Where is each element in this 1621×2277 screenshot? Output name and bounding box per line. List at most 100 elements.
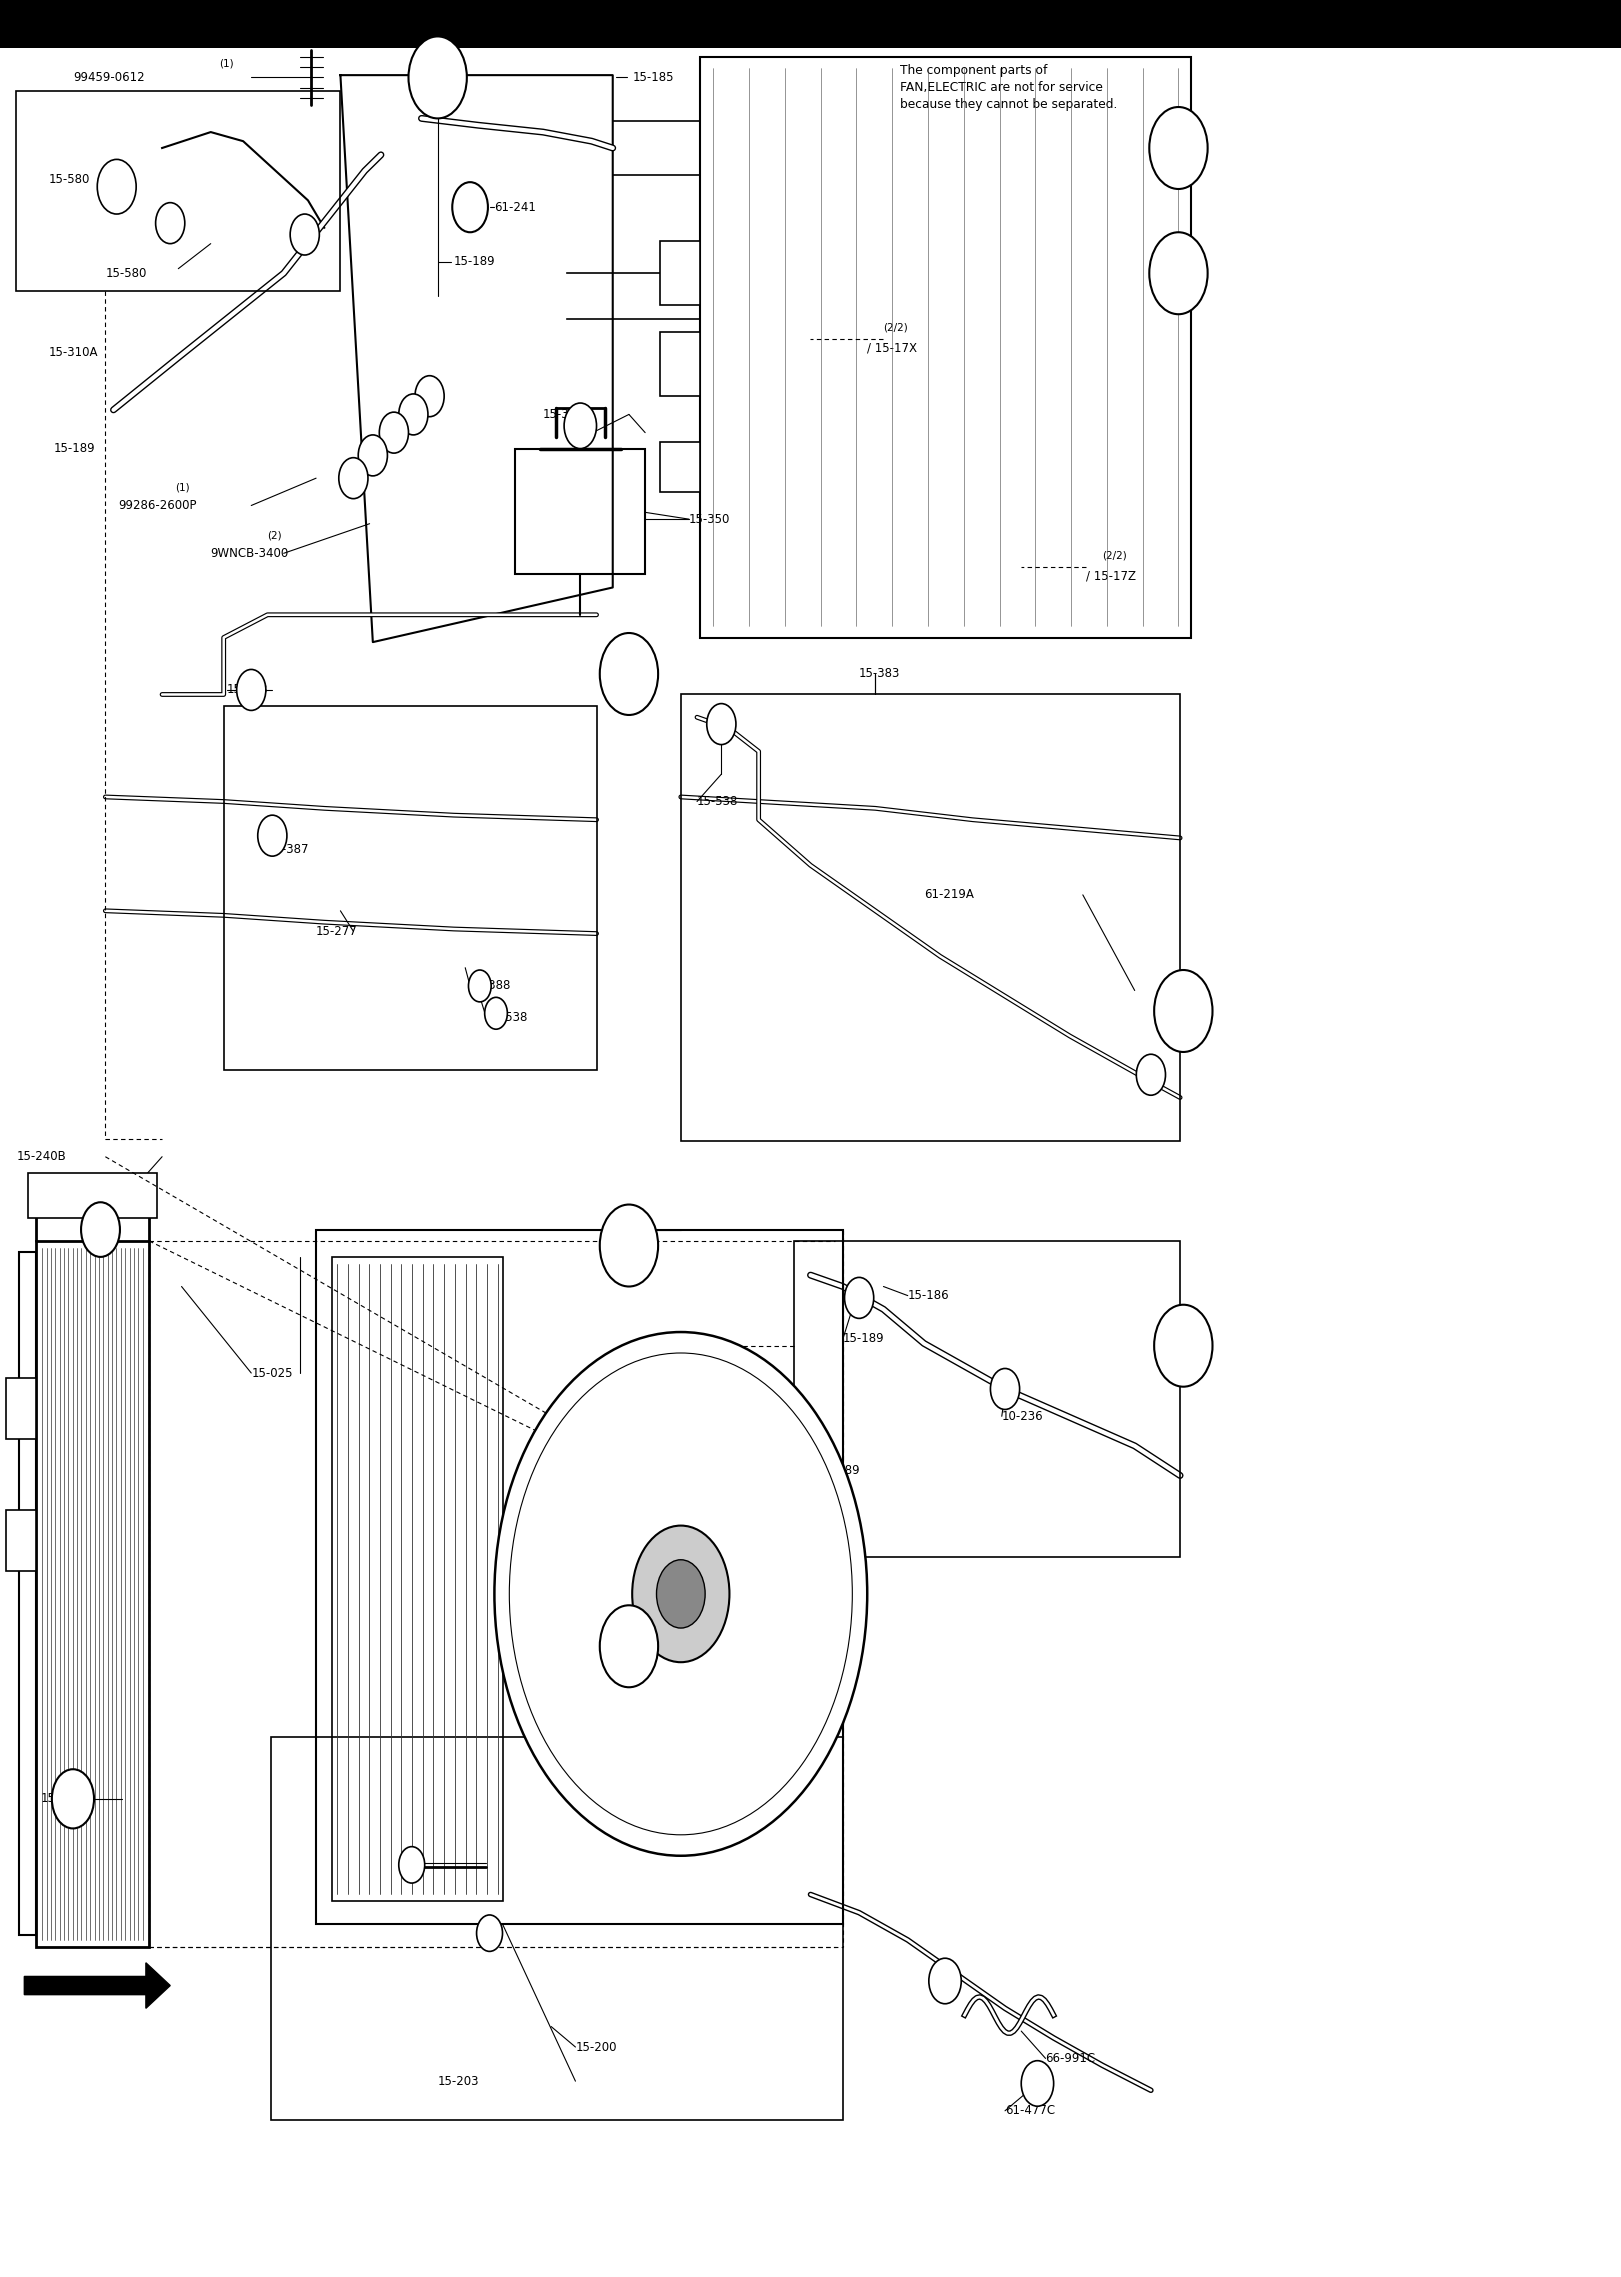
Text: 15-538: 15-538	[227, 683, 269, 697]
Circle shape	[485, 997, 507, 1029]
Text: Y: Y	[624, 1639, 634, 1653]
Bar	[660, 442, 700, 492]
Text: W: W	[1175, 1339, 1191, 1353]
Bar	[515, 449, 645, 574]
Circle shape	[600, 1205, 658, 1287]
Text: 66-991C: 66-991C	[1046, 2052, 1096, 2065]
Circle shape	[290, 214, 319, 255]
Text: Y: Y	[624, 1239, 634, 1252]
Circle shape	[258, 815, 287, 856]
Text: 15-025: 15-025	[251, 1366, 293, 1380]
Bar	[36, 1241, 149, 1947]
Circle shape	[1021, 2061, 1054, 2106]
Circle shape	[1154, 970, 1213, 1052]
Text: Z: Z	[624, 667, 634, 681]
Text: Z: Z	[433, 71, 443, 84]
Text: 15-310A: 15-310A	[49, 346, 99, 360]
Bar	[19, 1252, 36, 1935]
Circle shape	[399, 1847, 425, 1883]
Bar	[16, 91, 340, 291]
Circle shape	[477, 1915, 503, 1951]
Circle shape	[1149, 232, 1208, 314]
Text: / 15-17X: / 15-17X	[867, 342, 917, 355]
Circle shape	[399, 394, 428, 435]
Circle shape	[81, 1202, 120, 1257]
Text: 15-383: 15-383	[859, 667, 901, 681]
Text: 15-185: 15-185	[632, 71, 674, 84]
Text: X: X	[1172, 141, 1185, 155]
Circle shape	[358, 435, 387, 476]
Circle shape	[990, 1368, 1020, 1409]
Text: 15-580: 15-580	[105, 266, 148, 280]
Bar	[660, 241, 700, 305]
Text: (2/2): (2/2)	[883, 323, 908, 332]
Text: 15-186: 15-186	[908, 1289, 950, 1302]
Text: FWD: FWD	[49, 1981, 76, 1990]
Text: 15-240B: 15-240B	[16, 1150, 66, 1164]
Circle shape	[452, 182, 488, 232]
Text: 15-387: 15-387	[267, 842, 310, 856]
Circle shape	[97, 159, 136, 214]
Circle shape	[929, 1958, 961, 2004]
Circle shape	[156, 203, 185, 244]
Text: 15-580: 15-580	[49, 173, 91, 187]
Bar	[660, 332, 700, 396]
Text: The component parts of
FAN,ELECTRIC are not for service
because they cannot be s: The component parts of FAN,ELECTRIC are …	[900, 64, 1117, 112]
Bar	[332, 1257, 503, 1901]
Text: 15-200: 15-200	[575, 2040, 618, 2054]
Bar	[224, 706, 597, 1070]
Circle shape	[1149, 107, 1208, 189]
Circle shape	[1136, 1054, 1165, 1095]
Text: 15-277: 15-277	[316, 924, 358, 938]
Text: (2/2): (2/2)	[1102, 551, 1127, 560]
Circle shape	[237, 669, 266, 710]
Text: X: X	[1177, 1004, 1190, 1018]
Circle shape	[657, 1560, 705, 1628]
Text: (1): (1)	[219, 59, 233, 68]
Text: 15-350: 15-350	[689, 512, 731, 526]
Circle shape	[52, 1769, 94, 1828]
Text: 15-203: 15-203	[438, 2074, 480, 2088]
Bar	[0, 0, 1621, 48]
Bar	[700, 57, 1191, 638]
Polygon shape	[24, 1963, 170, 2008]
Text: (1): (1)	[175, 483, 190, 492]
Text: (2): (2)	[267, 531, 282, 540]
Circle shape	[600, 633, 658, 715]
Text: 99459-0612: 99459-0612	[73, 71, 144, 84]
Text: 15-538: 15-538	[486, 1011, 528, 1025]
Text: 15-189: 15-189	[454, 255, 496, 269]
Circle shape	[339, 458, 368, 499]
Bar	[271, 1737, 843, 2120]
Text: 15-355A: 15-355A	[543, 408, 592, 421]
Circle shape	[707, 704, 736, 745]
Bar	[28, 1173, 157, 1218]
Circle shape	[468, 970, 491, 1002]
Bar	[794, 1241, 1180, 1557]
Circle shape	[1154, 1305, 1213, 1387]
Circle shape	[845, 1277, 874, 1318]
Text: 15-388: 15-388	[470, 979, 512, 993]
Circle shape	[379, 412, 408, 453]
Text: 61-219A: 61-219A	[924, 888, 974, 902]
Circle shape	[600, 1605, 658, 1687]
Text: W: W	[1170, 266, 1187, 280]
Text: 61-477C: 61-477C	[1005, 2104, 1055, 2118]
Text: 15-189: 15-189	[843, 1332, 885, 1346]
Text: 15-189: 15-189	[53, 442, 96, 455]
Circle shape	[415, 376, 444, 417]
Text: 10-236: 10-236	[1002, 1409, 1044, 1423]
Circle shape	[632, 1526, 729, 1662]
Bar	[6, 1510, 36, 1571]
Text: 99286-2600P: 99286-2600P	[118, 499, 196, 512]
Text: 15-189: 15-189	[819, 1464, 861, 1478]
Circle shape	[408, 36, 467, 118]
Bar	[6, 1378, 36, 1439]
Text: 61-241: 61-241	[494, 200, 537, 214]
Text: 9WNCB-3400: 9WNCB-3400	[211, 546, 289, 560]
Text: / 15-17Z: / 15-17Z	[1086, 569, 1136, 583]
Text: 15-538: 15-538	[697, 795, 739, 808]
Circle shape	[564, 403, 597, 449]
Bar	[316, 1230, 843, 1924]
Circle shape	[494, 1332, 867, 1856]
